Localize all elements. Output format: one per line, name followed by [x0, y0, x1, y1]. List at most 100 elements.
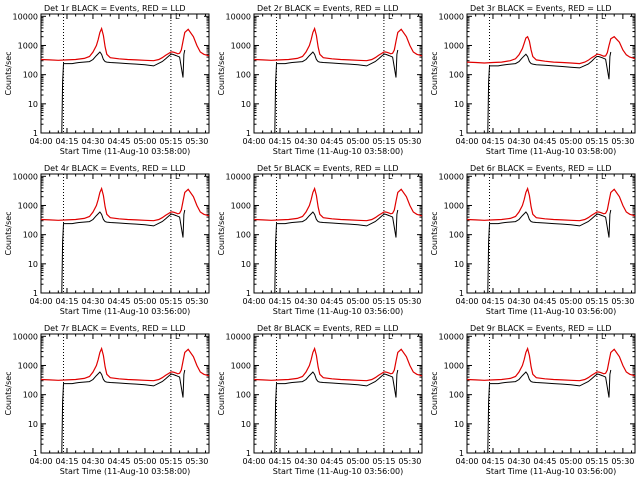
lld-series-line	[40, 186, 210, 222]
x-axis-label: Start Time (11-Aug-10 03:58:00)	[273, 147, 404, 156]
y-tick-label: 1000	[444, 361, 464, 370]
y-tick-label: 1	[33, 289, 38, 298]
x-tick-label: 04:00	[29, 457, 52, 466]
panel-marker: L	[601, 172, 606, 181]
y-tick-label: 1	[33, 449, 38, 458]
y-axis-label: Counts/sec	[430, 51, 439, 95]
x-axis-label: Start Time (11-Aug-10 03:56:00)	[273, 307, 404, 316]
x-tick-label: 04:45	[533, 137, 556, 146]
events-series-line	[254, 49, 399, 134]
events-series-line	[467, 369, 612, 454]
x-tick-label: 05:15	[159, 137, 182, 146]
y-axis-label: Counts/sec	[4, 211, 13, 255]
panel-title: Det 6r BLACK = Events, RED = LLD	[470, 164, 612, 173]
panel-title: Det 1r BLACK = Events, RED = LLD	[44, 4, 186, 13]
lld-series-line	[466, 346, 636, 382]
x-tick-label: 05:15	[585, 457, 608, 466]
panel-title: Det 8r BLACK = Events, RED = LLD	[257, 324, 399, 333]
x-tick-label: 04:15	[55, 457, 78, 466]
x-tick-label: 04:45	[107, 297, 130, 306]
events-series-line	[467, 209, 612, 294]
plot-frame	[40, 13, 210, 134]
x-tick-label: 04:00	[455, 137, 478, 146]
x-tick-label: 05:15	[372, 457, 395, 466]
x-tick-label: 05:00	[346, 297, 369, 306]
y-tick-label: 1000	[18, 361, 38, 370]
x-tick-label: 04:00	[242, 137, 265, 146]
y-tick-label: 10000	[439, 172, 464, 181]
lld-series-line	[253, 186, 423, 222]
y-tick-label: 1	[246, 449, 251, 458]
x-tick-label: 05:00	[346, 457, 369, 466]
y-tick-label: 1000	[231, 41, 251, 50]
y-tick-label: 10	[28, 100, 38, 109]
x-tick-label: 04:00	[455, 297, 478, 306]
panel-marker: L	[601, 332, 606, 341]
panel-marker: L	[388, 12, 393, 21]
plot-frame	[253, 333, 423, 454]
x-tick-label: 04:00	[455, 457, 478, 466]
y-tick-label: 10000	[226, 172, 251, 181]
x-tick-label: 05:30	[185, 137, 208, 146]
y-axis-label: Counts/sec	[217, 51, 226, 95]
x-tick-label: 05:30	[185, 457, 208, 466]
y-axis-label: Counts/sec	[4, 371, 13, 415]
x-tick-label: 05:30	[611, 297, 634, 306]
x-axis-label: Start Time (11-Aug-10 03:56:00)	[486, 307, 617, 316]
y-tick-label: 1	[459, 129, 464, 138]
panel-marker: L	[388, 172, 393, 181]
y-tick-label: 1	[459, 449, 464, 458]
x-tick-label: 04:00	[29, 137, 52, 146]
y-tick-label: 1000	[444, 201, 464, 210]
plot-frame	[253, 173, 423, 294]
panel-marker: L	[175, 172, 180, 181]
panel-title: Det 3r BLACK = Events, RED = LLD	[470, 4, 612, 13]
y-tick-label: 100	[23, 231, 38, 240]
events-series-line	[254, 209, 399, 294]
panel-marker: L	[175, 12, 180, 21]
x-tick-label: 05:30	[185, 297, 208, 306]
y-axis-label: Counts/sec	[217, 211, 226, 255]
y-tick-label: 1000	[231, 201, 251, 210]
lld-series-line	[40, 346, 210, 382]
y-tick-label: 10000	[439, 332, 464, 341]
x-axis-label: Start Time (11-Aug-10 03:58:00)	[60, 467, 191, 476]
plot-frame	[40, 333, 210, 454]
y-tick-label: 100	[23, 391, 38, 400]
y-tick-label: 1000	[231, 361, 251, 370]
x-tick-label: 04:15	[268, 457, 291, 466]
x-axis-label: Start Time (11-Aug-10 03:58:00)	[60, 147, 191, 156]
panel-title: Det 9r BLACK = Events, RED = LLD	[470, 324, 612, 333]
y-axis-label: Counts/sec	[430, 211, 439, 255]
x-tick-label: 05:00	[559, 297, 582, 306]
x-tick-label: 04:15	[481, 297, 504, 306]
x-axis-label: Start Time (11-Aug-10 03:56:00)	[273, 467, 404, 476]
y-tick-label: 100	[23, 71, 38, 80]
x-tick-label: 05:15	[585, 297, 608, 306]
y-tick-label: 1000	[18, 41, 38, 50]
y-tick-label: 10	[28, 420, 38, 429]
x-tick-label: 04:00	[242, 457, 265, 466]
panel-title: Det 7r BLACK = Events, RED = LLD	[44, 324, 186, 333]
y-tick-label: 10000	[13, 172, 38, 181]
x-tick-label: 05:15	[159, 297, 182, 306]
events-series-line	[41, 369, 186, 454]
y-tick-label: 10000	[13, 12, 38, 21]
x-tick-label: 05:00	[346, 137, 369, 146]
x-tick-label: 05:15	[585, 137, 608, 146]
x-tick-label: 05:15	[372, 297, 395, 306]
x-tick-label: 05:00	[133, 457, 156, 466]
panel-marker: L	[388, 332, 393, 341]
x-tick-label: 04:15	[268, 137, 291, 146]
panel-title: Det 2r BLACK = Events, RED = LLD	[257, 4, 399, 13]
x-tick-label: 04:30	[81, 297, 104, 306]
y-tick-label: 10000	[226, 12, 251, 21]
plot-frame	[253, 13, 423, 134]
y-tick-label: 100	[236, 71, 251, 80]
lld-series-line	[253, 346, 423, 382]
